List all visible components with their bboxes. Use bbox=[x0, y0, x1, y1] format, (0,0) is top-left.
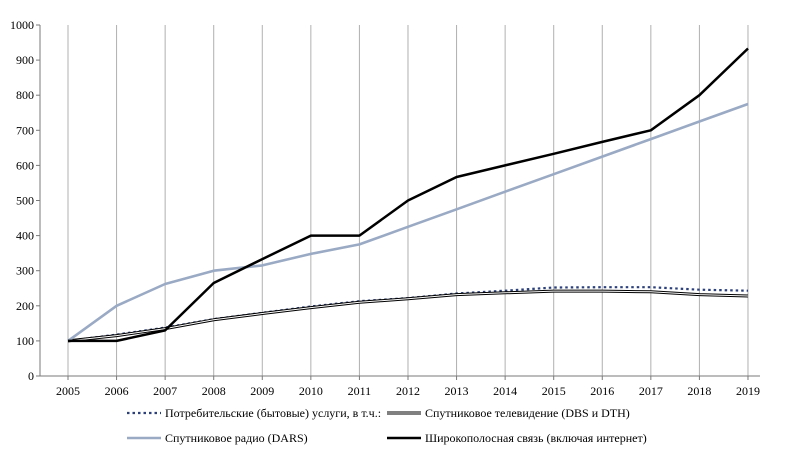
x-tick-label-2011: 2011 bbox=[348, 384, 372, 398]
x-tick-label-2014: 2014 bbox=[493, 384, 517, 398]
x-tick-label-2016: 2016 bbox=[590, 384, 614, 398]
y-tick-label-0: 0 bbox=[28, 369, 34, 383]
legend: Потребительские (бытовые) услуги, в т.ч.… bbox=[127, 406, 647, 445]
y-tick-label-400: 400 bbox=[16, 229, 34, 243]
series-line bbox=[68, 47, 749, 343]
x-tick-label-2019: 2019 bbox=[736, 384, 760, 398]
y-tick-label-800: 800 bbox=[16, 88, 34, 102]
x-tick-label-2017: 2017 bbox=[639, 384, 663, 398]
x-tick-labels: 2005 2006 2007 2008 2009 2010 2011 2012 2013 2014… bbox=[56, 384, 760, 398]
legend-label: Потребительские (бытовые) услуги, в т.ч.… bbox=[165, 406, 381, 420]
y-tick-label-500: 500 bbox=[16, 194, 34, 208]
series-4 bbox=[68, 47, 749, 343]
legend-item-3: Спутниковое радио (DARS) bbox=[127, 431, 308, 445]
x-tick-label-2012: 2012 bbox=[396, 384, 420, 398]
legend-item-1: Потребительские (бытовые) услуги, в т.ч.… bbox=[127, 406, 381, 420]
x-tick-label-2008: 2008 bbox=[202, 384, 226, 398]
legend-label: Спутниковое радио (DARS) bbox=[165, 431, 308, 445]
series-line bbox=[67, 102, 749, 342]
y-tick-label-100: 100 bbox=[16, 334, 34, 348]
series-lines bbox=[67, 47, 749, 343]
y-tick-label-200: 200 bbox=[16, 299, 34, 313]
y-tick-label-300: 300 bbox=[16, 264, 34, 278]
series-2 bbox=[67, 289, 749, 343]
x-tick-label-2009: 2009 bbox=[250, 384, 274, 398]
legend-item-2: Спутниковое телевидение (DBS и DTH) bbox=[387, 406, 630, 420]
series-line-inner bbox=[67, 290, 749, 342]
x-tick-label-2007: 2007 bbox=[153, 384, 177, 398]
axes bbox=[36, 24, 760, 380]
grid-lines bbox=[67, 25, 749, 376]
y-tick-label-700: 700 bbox=[16, 123, 34, 137]
x-tick-label-2005: 2005 bbox=[56, 384, 80, 398]
y-tick-labels: 0 100 200 300 400 500 600 700 800 900 1000 bbox=[10, 18, 34, 383]
legend-label: Широкополосная связь (включая интернет) bbox=[425, 431, 647, 445]
series-3 bbox=[67, 102, 749, 342]
y-tick-label-1000: 1000 bbox=[10, 18, 34, 32]
x-tick-label-2015: 2015 bbox=[542, 384, 566, 398]
legend-item-4: Широкополосная связь (включая интернет) bbox=[387, 431, 647, 445]
x-tick-label-2013: 2013 bbox=[445, 384, 469, 398]
legend-label: Спутниковое телевидение (DBS и DTH) bbox=[425, 406, 630, 420]
y-tick-label-900: 900 bbox=[16, 53, 34, 67]
x-tick-label-2006: 2006 bbox=[105, 384, 129, 398]
y-tick-label-600: 600 bbox=[16, 158, 34, 172]
x-tick-label-2018: 2018 bbox=[687, 384, 711, 398]
x-tick-label-2010: 2010 bbox=[299, 384, 323, 398]
